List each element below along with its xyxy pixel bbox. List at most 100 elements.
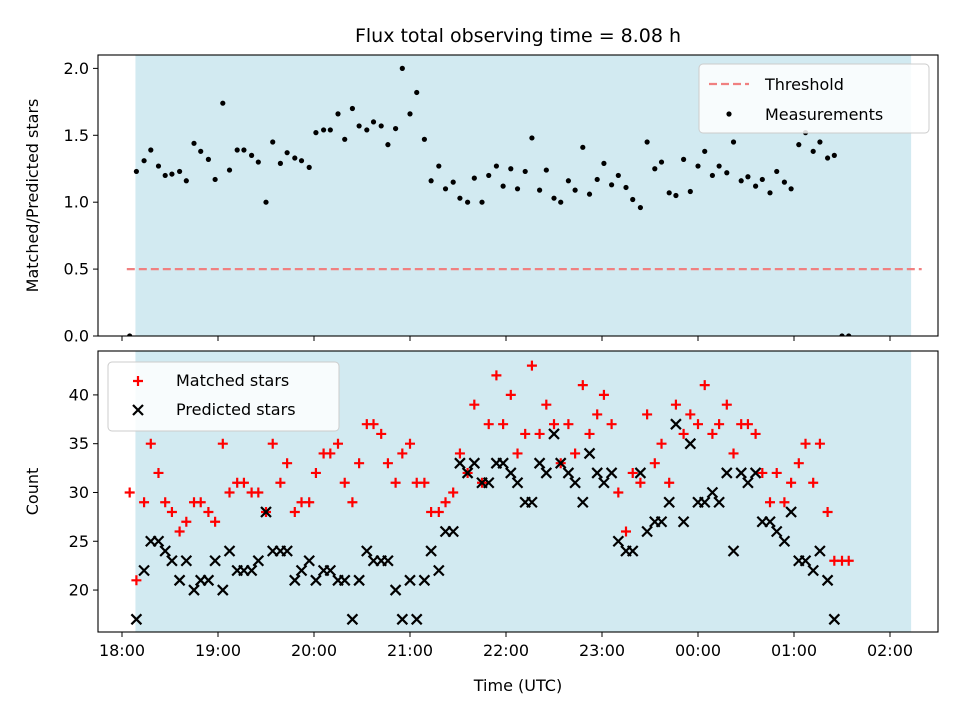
matched-point [584,428,595,439]
y-tick-label: 20 [69,581,89,600]
legend-threshold-label: Threshold [764,75,844,94]
measurement-point [652,166,658,172]
predicted-point [511,476,524,489]
matched-point [217,438,228,449]
matched-point [627,467,638,478]
measurement-point [313,130,319,136]
predicted-point [159,545,171,557]
predicted-point [634,467,647,479]
predicted-point [814,545,826,557]
measurement-point [241,147,247,153]
predicted-point [778,535,791,548]
matched-point [440,497,451,508]
legend-measurement-label: Measurements [765,105,883,124]
predicted-point [799,554,812,567]
x-tick-label: 02:00 [867,641,913,660]
predicted-point [310,574,322,587]
matched-point [563,419,574,430]
measurement-point [407,111,413,117]
predicted-point [605,467,618,479]
measurement-point [586,191,593,197]
measurement-point [537,187,543,193]
predicted-point [461,467,474,479]
matched-point [469,399,480,410]
matched-point [174,526,185,537]
matched-point [664,477,675,488]
measurement-point [342,136,348,142]
x-axis-label: Time (UTC) [473,676,562,695]
measurement-point [393,125,399,132]
measurement-point [226,167,233,173]
measurement-point [615,172,621,179]
predicted-point [540,467,553,479]
measurement-point [255,159,261,165]
predicted-point [260,506,272,518]
measurement-point [637,204,644,211]
measurement-point [414,89,420,96]
predicted-point [454,457,466,469]
matched-point [693,419,703,430]
predicted-point [130,613,143,626]
legend-matched-label: Matched stars [176,371,289,390]
measurement-point [234,147,240,153]
measurement-point [465,199,471,205]
measurement-point [442,186,449,192]
y-tick-label: 30 [69,483,89,502]
predicted-point [764,515,776,528]
measurement-point [594,176,600,183]
predicted-point [554,457,567,469]
predicted-point [742,476,754,489]
measurement-point [277,160,283,166]
measurement-point [630,196,636,203]
legend: Threshold Measurements [698,63,930,134]
matched-point [541,399,552,410]
matched-point [491,370,502,381]
matched-point [549,419,559,430]
predicted-point [821,574,834,587]
measurement-point [127,333,133,336]
predicted-point [138,564,150,577]
matched-point [310,467,321,478]
matched-point [203,506,214,517]
x-tick-label: 00:00 [675,641,721,660]
measurement-point [500,183,506,189]
measurement-point [335,111,341,117]
measurement-point [730,139,737,145]
measurement-point [292,155,298,161]
matched-point [699,380,710,391]
predicted-point [727,545,740,557]
predicted-point [533,457,546,469]
predicted-point [209,554,221,567]
measurement-point [177,168,183,175]
measurement-point [687,188,693,195]
predicted-point [281,545,293,557]
matched-point [822,506,833,517]
measurement-point [839,333,845,336]
predicted-point [670,418,682,430]
measurement-point [378,123,384,129]
measurement-point [817,139,823,145]
measurement-point [745,174,751,180]
measurement-point [774,168,780,175]
plot-area [126,65,922,336]
count-panel: 20 25 30 35 40 18:00 19:00 20:00 21:00 22:00 23:00… [23,350,939,660]
measurement-point [205,156,211,162]
measurement-point [263,199,269,205]
predicted-point [591,467,603,479]
measurement-point [796,142,802,148]
measurement-point [601,160,607,166]
measurement-point [514,186,521,192]
measurement-point [450,179,456,185]
measurement-point [212,176,218,183]
matched-point [771,467,782,478]
measurement-point [428,178,434,184]
measurement-point [436,163,442,169]
predicted-point [677,515,690,528]
matched-point [368,419,379,430]
ratio-panel: 0.0 0.5 1.0 1.5 2.0 Matched/Predicted stars Th… [23,54,939,346]
measurement-point [609,182,615,188]
measurement-point [327,127,333,133]
measurement-point [846,333,852,336]
predicted-point [353,574,365,587]
